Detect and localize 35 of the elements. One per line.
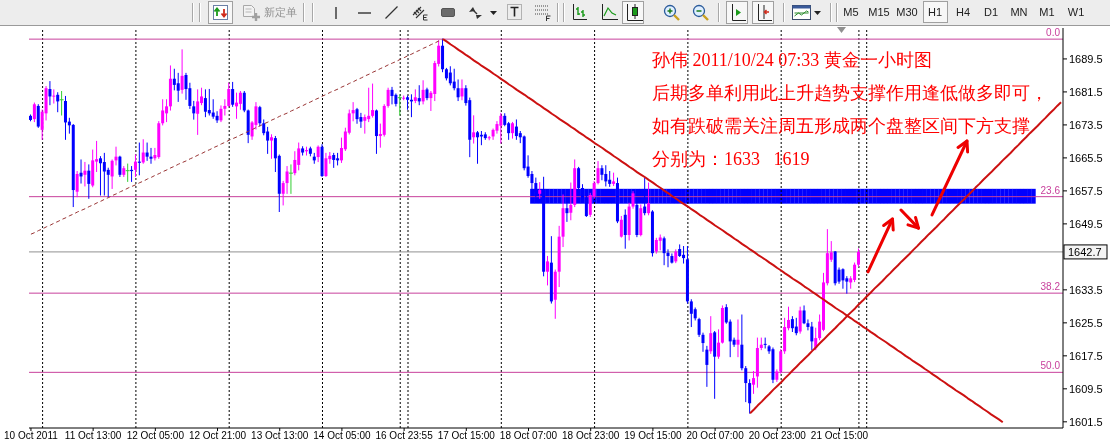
x-tick-label: 20 Oct 23:00 [748,430,807,442]
y-tick-label: 1601.5 [1069,415,1103,428]
y-tick-label: 1609.5 [1069,382,1103,395]
annotation: 分别为：1633 1619 [652,148,811,171]
annotation: 孙伟 2011/10/24 07:33 黄金一小时图 [652,49,933,72]
y-tick-label: 1689.5 [1069,52,1103,65]
y-tick-label: 1673.5 [1069,118,1103,131]
annotation: 50.0 [1040,360,1060,372]
toolbar: 新定单 M5 M15 M30 H1 H4 D1 MN M1 W1 [0,0,1110,26]
x-tick-label: 10 Oct 2011 [4,430,59,442]
x-tick-label: 19 Oct 15:00 [624,430,682,442]
x-tick-label: 16 Oct 23:55 [375,430,434,442]
x-tick-label: 11 Oct 13:00 [64,430,122,442]
x-tick-label: 20 Oct 07:00 [686,430,745,442]
ref-line-label: 1642.7 [1068,245,1102,258]
y-tick-label: 1657.5 [1069,184,1103,197]
x-tick-label: 12 Oct 21:00 [188,430,247,442]
annotation: 后期多单利用此上升趋势支撑作用逢低做多即可， [652,82,1048,105]
x-tick-label: 21 Oct 15:00 [810,430,869,442]
y-tick-label: 1617.5 [1069,349,1103,362]
y-tick-label: 1665.5 [1069,151,1103,164]
x-tick-label: 18 Oct 23:00 [562,430,620,442]
x-tick-label: 13 Oct 13:00 [251,430,309,442]
annotation: 38.2 [1040,281,1060,293]
annotation: 23.6 [1040,184,1060,196]
x-tick-label: 17 Oct 15:00 [437,430,496,442]
annotation: 如有跌破需关注周五形成两个盘整区间下方支撑 [652,115,1031,138]
x-tick-label: 18 Oct 07:00 [499,430,558,442]
y-tick-label: 1625.5 [1069,316,1103,329]
y-tick-label: 1633.5 [1069,283,1103,296]
y-tick-label: 1681.5 [1069,85,1103,98]
annotation: 0.0 [1046,27,1060,39]
y-tick-label: 1649.5 [1069,217,1103,230]
x-tick-label: 12 Oct 05:00 [126,430,185,442]
x-tick-label: 14 Oct 05:00 [313,430,371,442]
